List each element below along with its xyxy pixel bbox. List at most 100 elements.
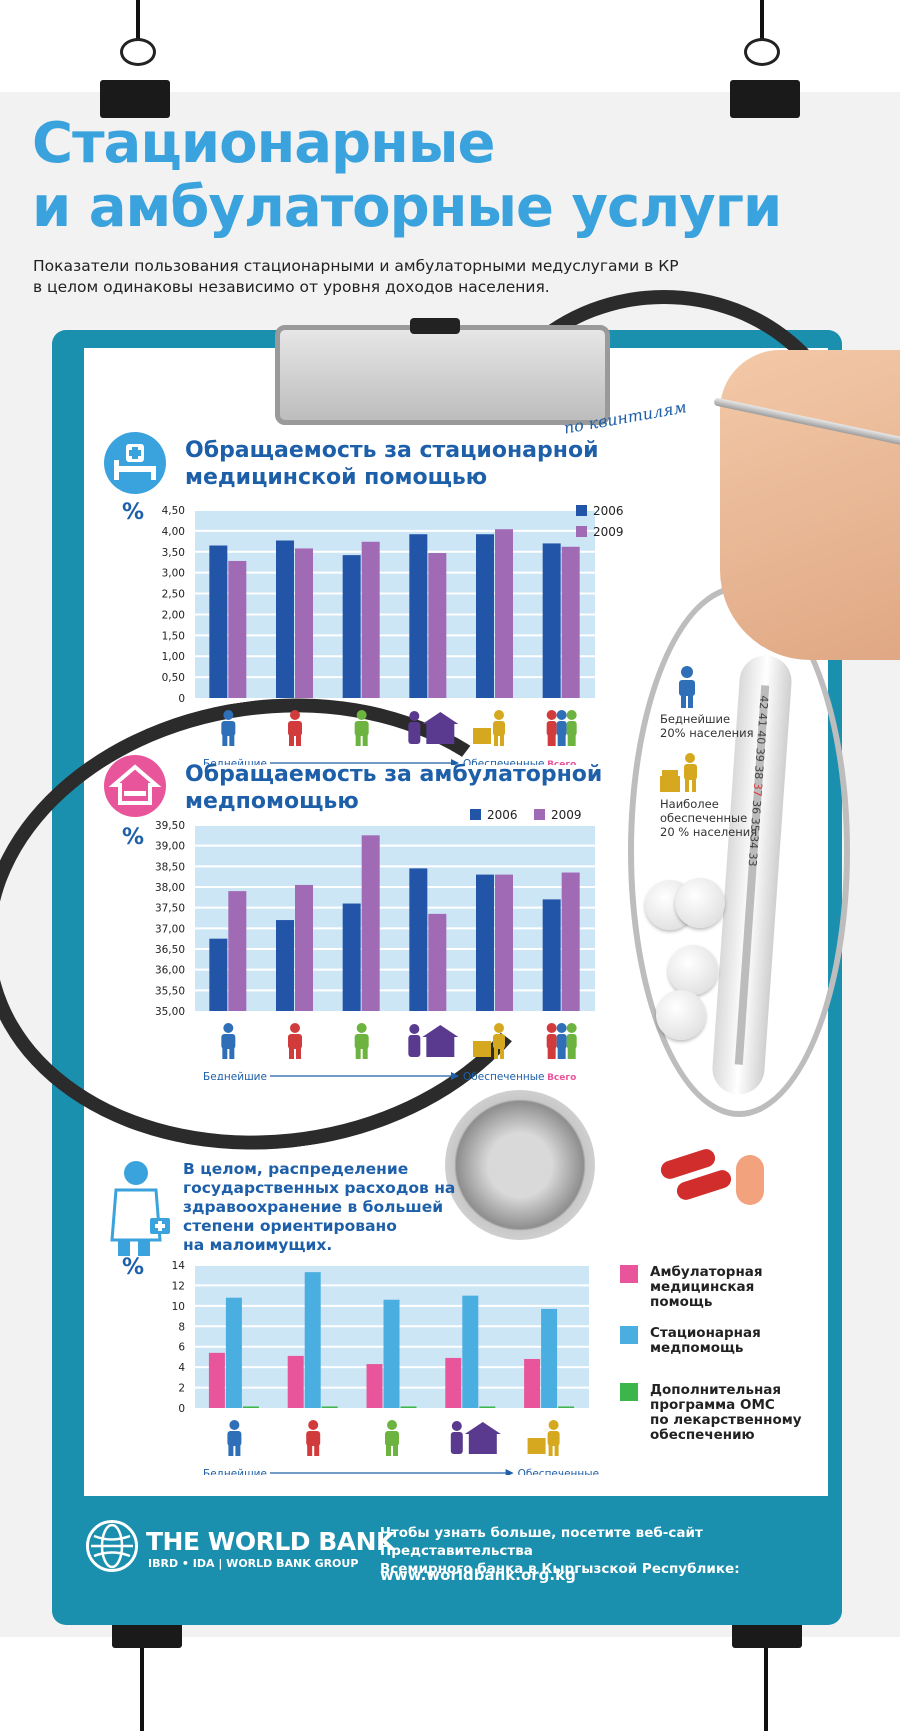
bar	[304, 1272, 321, 1408]
house-roof	[422, 712, 459, 724]
y-tick-label: 35,50	[155, 985, 185, 997]
footer-info: Чтобы узнать больше, посетите веб-сайт П…	[380, 1524, 820, 1578]
y-tick-label: 39,50	[155, 820, 185, 832]
house-body	[426, 724, 455, 744]
y-tick-label: 2	[178, 1383, 185, 1395]
y-tick-label: 35,00	[155, 1006, 185, 1018]
bar	[228, 891, 247, 1011]
house-body	[468, 1434, 497, 1454]
worker-icon	[288, 710, 302, 746]
y-tick-label: 37,50	[155, 903, 185, 915]
person-head	[308, 1420, 319, 1430]
tablet-icon	[736, 1155, 764, 1205]
money-stack	[473, 1041, 491, 1057]
bar	[225, 1297, 242, 1408]
chart3-legend-omc: Дополнительная программа ОМС по лекарств…	[620, 1383, 802, 1443]
person-head	[548, 1420, 559, 1430]
axis-label-poorest: Беднейшие	[203, 758, 267, 765]
legend-label: 2009	[593, 525, 624, 539]
chart3-legend-inpatient: Стационарная медпомощь	[620, 1325, 761, 1356]
person-leg	[289, 735, 294, 746]
person-head	[387, 1420, 397, 1430]
person-leg	[547, 1048, 556, 1059]
chart1-title: Обращаемость за стационарной медицинской…	[185, 437, 599, 491]
bar	[209, 938, 228, 1011]
chart2-title: Обращаемость за амбулаторной медпомощью	[185, 761, 602, 815]
richest-person-icon	[660, 753, 697, 792]
axis-label-poorest: Беднейшие	[203, 1468, 267, 1475]
subtitle-line: в целом одинаковы независимо от уровня д…	[33, 278, 550, 296]
bar	[276, 540, 294, 698]
legend-label: 2006	[593, 504, 624, 518]
house-icon	[104, 755, 166, 817]
side-legend-line: 20% населения	[660, 726, 754, 740]
person-body	[354, 1034, 369, 1049]
clip-wire	[136, 0, 140, 40]
legend-swatch	[534, 809, 545, 820]
hospital-bed-icon	[104, 432, 166, 494]
bar	[428, 553, 447, 698]
legend-line: Стационарная	[650, 1325, 761, 1341]
bar	[542, 543, 561, 698]
chart1-title-line: Обращаемость за стационарной	[185, 438, 599, 463]
person-leg	[557, 735, 566, 746]
person-leg	[362, 1048, 368, 1059]
person-body	[227, 1431, 242, 1446]
chart1-title-line: медицинской помощью	[185, 465, 488, 490]
bar	[287, 1355, 304, 1408]
legend-line: медпомощь	[650, 1340, 744, 1356]
person-leg	[557, 1048, 566, 1059]
chart3-note: В целом, распределение государственных р…	[183, 1160, 473, 1255]
person-body	[408, 1035, 421, 1057]
chart1-unit: %	[122, 500, 145, 525]
person-body	[566, 1034, 577, 1049]
chart3-svg: 0 2 4 6 8 10 12 14 Беднейшие Обеспеченные	[172, 1260, 599, 1475]
house-family-icon	[408, 711, 459, 744]
legend-line: по лекарственному	[650, 1412, 802, 1428]
bar	[561, 546, 580, 698]
side-legend-richest: Наиболее обеспеченные 20 % населения	[660, 797, 757, 839]
legend-line: обеспечению	[650, 1427, 755, 1443]
person-body	[546, 721, 557, 736]
y-tick-label: 6	[178, 1342, 185, 1354]
bar	[541, 1308, 558, 1408]
person-body	[385, 1431, 399, 1446]
chart2-svg: 35,00 35,50 36,00 36,50 37,00 37,50 38,00 38,50…	[155, 820, 595, 1080]
subtitle-line: Показатели пользования стационарными и а…	[33, 257, 679, 275]
bar	[295, 884, 313, 1011]
bar	[361, 835, 380, 1011]
person-body	[288, 721, 302, 736]
side-legend-line: Наиболее	[660, 797, 719, 811]
bar	[242, 1406, 259, 1408]
y-tick-label: 2,50	[162, 589, 185, 601]
person-head	[566, 710, 577, 720]
y-tick-label: 10	[172, 1301, 185, 1313]
note-line: государственных расходов на	[183, 1179, 456, 1197]
house-family-icon	[408, 1024, 459, 1057]
person-body	[288, 1034, 302, 1049]
legend-swatch	[620, 1326, 638, 1344]
thermometer-label: 42	[756, 694, 771, 710]
chart1-svg: 0 0,50 1,00 1,50 2,00 2,50 3,00 3,50 4,00 4,50 Бед…	[162, 505, 595, 765]
y-tick-label: 8	[178, 1321, 185, 1333]
legend-line: помощь	[650, 1294, 713, 1310]
plot-background	[195, 510, 595, 698]
person-leg	[362, 735, 368, 746]
person-head	[494, 710, 504, 720]
y-tick-label: 4,00	[162, 526, 185, 538]
website-link[interactable]: www.worldbank.org.kg	[380, 1566, 576, 1584]
money-stack	[527, 1438, 546, 1454]
bar	[462, 1295, 479, 1408]
y-tick-label: 0,50	[162, 672, 185, 684]
person-body	[547, 1431, 560, 1446]
stethoscope-chestpiece-icon	[445, 1090, 595, 1240]
clip-wire	[760, 0, 764, 40]
title-line: и амбулаторные услуги	[32, 175, 782, 240]
bar	[295, 548, 313, 698]
clip-ring	[120, 38, 156, 66]
person-head	[223, 1023, 234, 1033]
bar	[495, 529, 513, 698]
clip-ring	[744, 38, 780, 66]
person-leg	[289, 1048, 294, 1059]
group-icon	[546, 710, 577, 746]
